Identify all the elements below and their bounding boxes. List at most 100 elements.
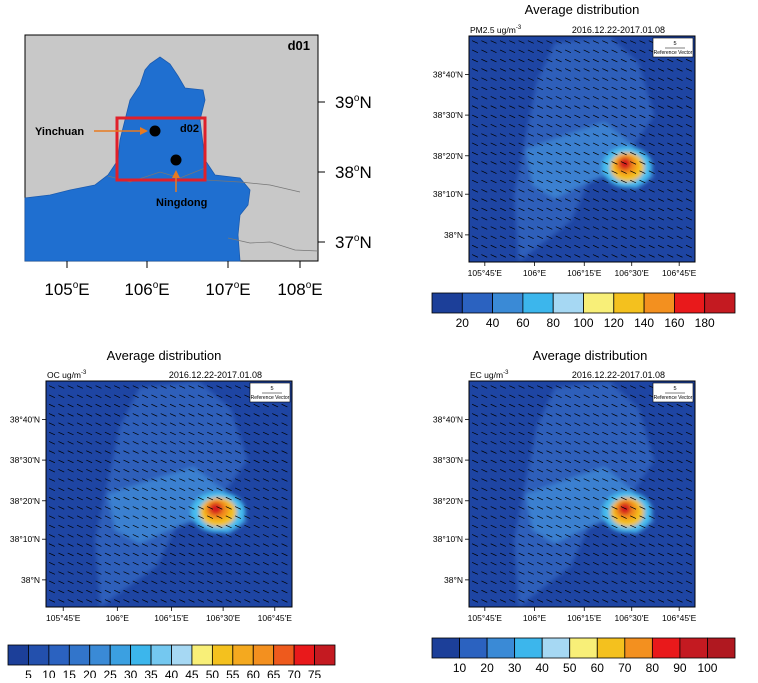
wind-vector [141, 599, 149, 603]
wind-vector [574, 161, 581, 165]
wind-vector [272, 506, 279, 510]
wind-vector [67, 385, 74, 389]
colorbar-bin [596, 637, 626, 659]
wind-vector [602, 441, 609, 445]
wind-vector [676, 478, 683, 482]
wind-vector [583, 431, 590, 436]
wind-vector [281, 599, 288, 603]
wind-vector [86, 515, 93, 519]
wind-vector [639, 161, 646, 165]
wind-vector [481, 105, 488, 109]
colorbar-bin [492, 292, 524, 314]
wind-vector [481, 552, 488, 557]
wind-vector [630, 40, 637, 44]
wind-vector [86, 543, 93, 547]
wind-vector [620, 96, 627, 100]
wind-vector [639, 86, 646, 91]
lon-tick-label: 106°15'E [154, 613, 189, 623]
wind-vector [262, 506, 269, 510]
wind-vector [555, 96, 562, 100]
wind-vector [207, 478, 214, 482]
wind-vector [639, 179, 646, 184]
wind-vector [509, 142, 516, 146]
wind-vector [490, 571, 497, 575]
wind-vector [657, 478, 665, 482]
wind-vector [471, 133, 479, 137]
wind-vector [244, 403, 251, 408]
wind-vector [555, 589, 562, 594]
wind-vector [179, 506, 186, 510]
wind-vector [685, 124, 692, 128]
wind-vector [499, 254, 506, 258]
wind-vector [639, 49, 646, 53]
colorbar-bin [28, 644, 50, 666]
wind-vector [207, 394, 214, 398]
wind-vector [132, 562, 139, 566]
wind-vector [471, 40, 479, 44]
wind-vector [490, 133, 497, 137]
wind-vector [648, 77, 655, 81]
wind-vector [555, 496, 562, 501]
wind-vector [244, 450, 251, 454]
wind-vector [141, 496, 149, 501]
wind-vector [169, 487, 176, 491]
lat-tick-label: 38°40'N [10, 414, 40, 424]
wind-vector [272, 562, 279, 566]
wind-vector [141, 589, 149, 594]
wind-vector [272, 431, 279, 436]
wind-vector [537, 179, 544, 184]
wind-vector [527, 431, 534, 436]
wind-vector [95, 571, 102, 575]
colorbar-bin [679, 637, 708, 659]
wind-vector [471, 534, 479, 538]
wind-vector [114, 562, 121, 566]
lat-tick-label: 38°40'N [433, 414, 463, 424]
wind-vector [272, 459, 279, 464]
wind-vector [207, 552, 214, 557]
wind-vector [141, 469, 149, 473]
wind-vector [648, 105, 655, 109]
colorbar-label: 50 [206, 668, 220, 678]
wind-vector [471, 385, 479, 389]
wind-vector [685, 515, 692, 519]
wind-vector [151, 543, 158, 547]
wind-vector [592, 487, 599, 491]
wind-vector [58, 496, 65, 501]
wind-vector [95, 552, 102, 557]
wind-vector [58, 413, 65, 417]
wind-vector [141, 441, 149, 445]
wind-vector [630, 422, 637, 426]
wind-vector [169, 589, 176, 594]
wind-vector [620, 114, 627, 119]
wind-vector [160, 562, 167, 566]
wind-vector [179, 394, 186, 398]
wind-vector [518, 133, 525, 137]
wind-vector [555, 207, 562, 212]
wind-vector [667, 552, 674, 557]
wind-vector [67, 431, 74, 436]
wind-vector [471, 105, 479, 109]
wind-vector [141, 413, 149, 417]
wind-vector [509, 86, 516, 91]
wind-vector [527, 534, 534, 538]
wind-vector [225, 431, 232, 436]
wind-vector [583, 68, 590, 72]
wind-vector [657, 105, 665, 109]
wind-vector [253, 543, 260, 547]
wind-vector [244, 543, 251, 547]
wind-vector [509, 68, 516, 72]
wind-vector [685, 552, 692, 557]
wind-vector [676, 124, 683, 128]
wind-vector [546, 207, 553, 212]
wind-vector [685, 431, 692, 436]
wind-vector [272, 552, 279, 557]
wind-vector [207, 496, 214, 501]
wind-vector [611, 142, 618, 146]
wind-vector [574, 124, 581, 128]
wind-vector [518, 170, 525, 174]
wind-vector [499, 179, 506, 184]
wind-vector [546, 96, 553, 100]
wind-vector [657, 403, 665, 408]
wind-vector [611, 68, 618, 72]
